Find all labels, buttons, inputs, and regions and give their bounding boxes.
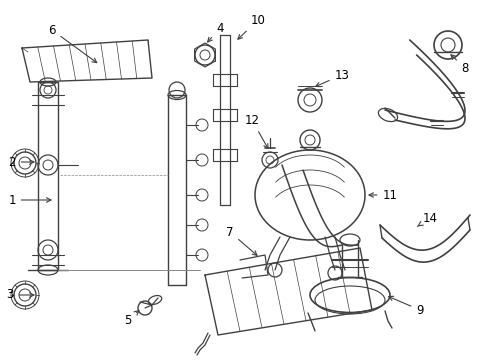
Text: 3: 3 <box>6 288 34 302</box>
Text: 1: 1 <box>8 194 51 207</box>
Text: 7: 7 <box>226 225 256 255</box>
Text: 11: 11 <box>368 189 397 202</box>
Text: 8: 8 <box>450 55 468 75</box>
Text: 5: 5 <box>124 311 139 327</box>
Text: 9: 9 <box>388 296 423 316</box>
Text: 2: 2 <box>8 156 34 168</box>
Text: 13: 13 <box>315 68 349 87</box>
Text: 14: 14 <box>417 212 437 226</box>
Text: 12: 12 <box>244 113 267 148</box>
Text: 6: 6 <box>48 23 97 63</box>
Text: 10: 10 <box>238 14 265 39</box>
Text: 4: 4 <box>207 22 224 42</box>
